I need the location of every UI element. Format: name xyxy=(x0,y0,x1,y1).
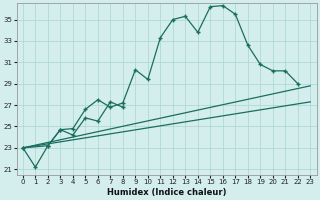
X-axis label: Humidex (Indice chaleur): Humidex (Indice chaleur) xyxy=(107,188,226,197)
